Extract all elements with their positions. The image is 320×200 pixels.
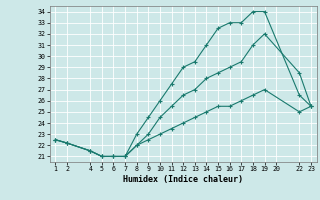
X-axis label: Humidex (Indice chaleur): Humidex (Indice chaleur): [123, 175, 243, 184]
